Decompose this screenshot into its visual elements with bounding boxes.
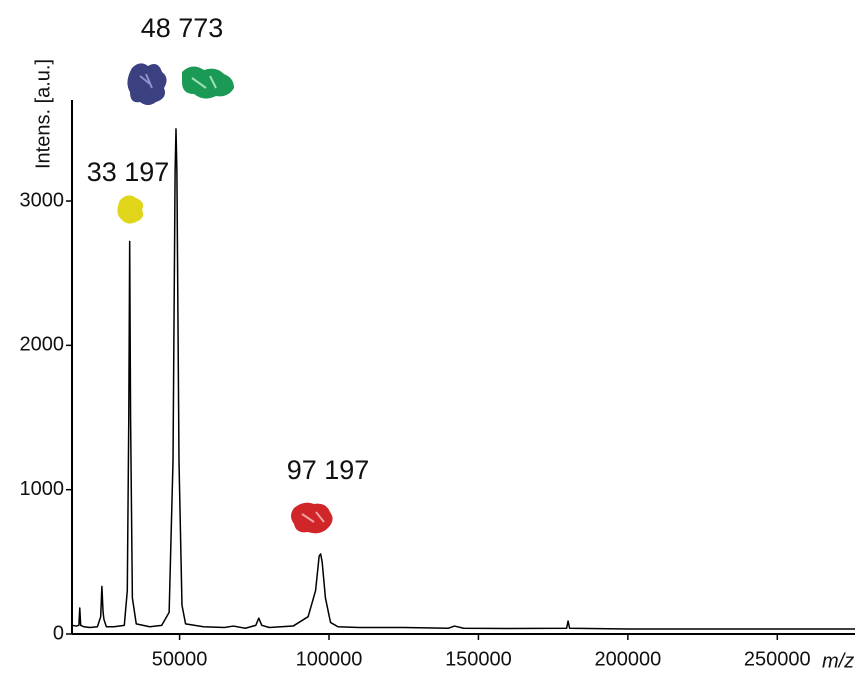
- x-tick-label: 100000: [296, 648, 363, 670]
- x-tick-label: 50000: [152, 648, 208, 670]
- y-axis-label: Intens. [a.u.]: [32, 59, 54, 169]
- y-tick-label: 3000: [20, 189, 65, 211]
- protein-icon-green: [182, 66, 234, 99]
- protein-icon-blue: [127, 63, 167, 105]
- annotation: 33 197: [87, 157, 170, 187]
- x-tick-label: 200000: [594, 648, 661, 670]
- annotation: 48 773: [141, 13, 224, 43]
- x-tick-label: 250000: [744, 648, 811, 670]
- spectrum-line: [71, 128, 855, 630]
- annotation: 97 197: [287, 455, 370, 485]
- y-tick-label: 0: [53, 622, 64, 644]
- protein-icon-red: [291, 502, 333, 534]
- y-tick-label: 1000: [20, 478, 65, 500]
- x-axis-label: m/z: [822, 650, 854, 672]
- x-tick-label: 150000: [445, 648, 512, 670]
- protein-icon-yellow: [117, 195, 144, 224]
- y-tick-label: 2000: [20, 334, 65, 356]
